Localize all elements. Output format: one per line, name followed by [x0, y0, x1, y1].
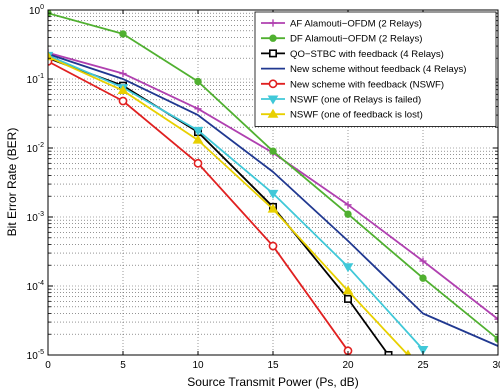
y-tick-label: 10-4	[27, 280, 44, 293]
series-line	[48, 54, 424, 351]
x-tick-label: 10	[192, 360, 204, 371]
data-point	[494, 315, 498, 323]
data-point	[194, 77, 202, 86]
y-tick-label: 10-1	[27, 73, 44, 86]
legend-box	[254, 11, 497, 127]
data-point	[269, 34, 277, 42]
data-point	[344, 201, 352, 209]
series-group	[48, 10, 498, 343]
data-point	[404, 349, 412, 355]
data-point	[194, 105, 202, 113]
data-point	[267, 203, 279, 213]
legend-entry: NSWF (one of feedback is lost)	[290, 110, 423, 121]
data-point	[119, 69, 127, 78]
legend-entry: NSWF (one of Relays is failed)	[290, 95, 421, 106]
x-tick-label: 5	[120, 360, 126, 371]
data-point	[342, 263, 354, 273]
legend-entry: New scheme with feedback (NSWF)	[290, 79, 444, 90]
data-point	[267, 95, 279, 105]
y-tick-label: 10-5	[27, 349, 44, 362]
data-point	[268, 241, 278, 251]
y-tick-label: 10-2	[27, 142, 44, 155]
data-point	[192, 134, 204, 144]
y-tick-label: 10-3	[27, 211, 44, 224]
data-point	[267, 108, 279, 118]
data-point	[119, 30, 127, 38]
data-point	[419, 257, 427, 265]
axes: 0 5 10 15 20 25 30 100 10-1 10-2 10-3 10-4 10-5	[27, 4, 500, 371]
data-point	[269, 19, 277, 27]
legend-entry: New scheme without feedback (4 Relays)	[290, 64, 467, 75]
series-group	[48, 53, 498, 347]
x-tick-label: 20	[342, 360, 354, 371]
data-point	[344, 210, 352, 218]
data-point	[419, 274, 427, 282]
data-point	[268, 49, 277, 58]
legend-entry: DF Alamouti−OFDM (2 Relays)	[290, 34, 422, 45]
series-line	[48, 55, 409, 355]
y-axis-label: Bit Error Rate (BER)	[5, 128, 19, 237]
data-point	[343, 294, 352, 303]
x-tick-label: 0	[45, 360, 51, 371]
data-point	[267, 189, 279, 199]
data-point	[193, 158, 203, 168]
data-point	[269, 147, 277, 155]
data-point	[342, 285, 354, 295]
data-point	[118, 96, 128, 106]
data-point	[268, 79, 278, 89]
x-tick-label: 25	[417, 360, 429, 371]
legend: AF Alamouti−OFDM (2 Relays) DF Alamouti−O…	[254, 11, 497, 127]
x-tick-label: 15	[267, 360, 279, 371]
series-line	[48, 53, 498, 347]
x-axis-label: Source Transmit Power (Ps, dB)	[187, 375, 358, 389]
series-layer	[48, 10, 498, 355]
data-point	[494, 335, 498, 343]
y-tick-label: 100	[29, 4, 44, 17]
data-point	[417, 346, 429, 355]
data-point	[117, 85, 129, 95]
legend-entry: QO−STBC with feedback (4 Relays)	[290, 49, 444, 60]
legend-entry: AF Alamouti−OFDM (2 Relays)	[290, 19, 422, 30]
series-line	[48, 57, 390, 355]
data-point	[192, 126, 204, 136]
x-tick-label: 30	[492, 360, 500, 371]
series-group	[48, 51, 412, 355]
